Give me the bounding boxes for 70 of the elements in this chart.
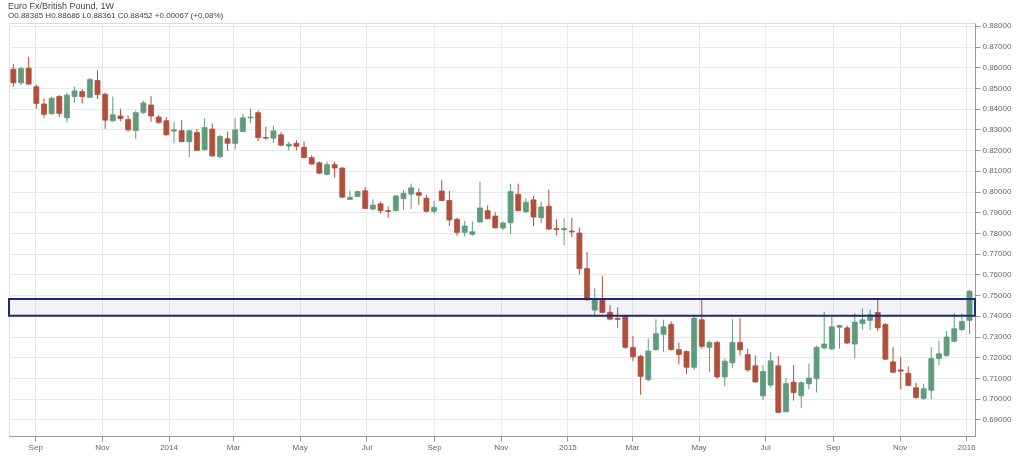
x-tick-label: 2016 [957, 442, 977, 452]
x-tick-label: 2014 [160, 442, 179, 452]
y-tick-label: 0.85000 [982, 83, 1012, 93]
x-tick-label: Nov [494, 442, 509, 452]
y-tick-label: 0.77000 [982, 249, 1012, 259]
y-tick-label: 0.73000 [982, 332, 1012, 342]
candlestick [958, 312, 965, 332]
x-tick-label: Mar [226, 442, 241, 452]
candlestick [148, 95, 154, 123]
y-tick-label: 0.87000 [982, 42, 1012, 52]
y-tick-label: 0.69000 [982, 414, 1012, 424]
x-tick-label: Nov [892, 442, 908, 452]
candlestick [737, 317, 743, 356]
y-tick-label: 0.86000 [982, 62, 1012, 72]
y-tick-label: 0.80000 [982, 187, 1012, 197]
candlestick [171, 121, 177, 144]
y-tick-label: 0.84000 [982, 104, 1012, 114]
candlestick [48, 96, 55, 116]
chart-subtitle: O0.88385 H0.88686 L0.88361 C0.88452 +0.00067 (+0.08%) [8, 10, 224, 20]
candlestick [18, 66, 24, 86]
x-tick-label: Jul [361, 442, 373, 452]
candlestick [25, 56, 32, 86]
candlestick [56, 94, 63, 118]
candlestick [538, 201, 545, 224]
x-tick-label: May [691, 442, 707, 452]
y-tick-label: 0.81000 [982, 166, 1012, 176]
x-tick-label: 2015 [559, 442, 578, 452]
candlestick [591, 287, 598, 316]
x-tick-label: Sep [427, 442, 443, 452]
y-tick-label: 0.88000 [982, 21, 1012, 31]
y-tick-label: 0.70000 [982, 394, 1012, 404]
candlestick [515, 183, 522, 212]
y-tick-label: 0.71000 [982, 373, 1012, 383]
candlestick [431, 200, 437, 215]
candlestick [706, 340, 713, 373]
candlestick [530, 195, 537, 227]
candlestick [798, 380, 805, 409]
candlestick [232, 117, 239, 151]
candlestick [41, 97, 47, 119]
candlestick [201, 117, 208, 151]
y-tick-label: 0.74000 [982, 311, 1012, 321]
y-tick-label: 0.82000 [982, 145, 1012, 155]
candlestick [477, 181, 483, 224]
y-tick-label: 0.78000 [982, 228, 1012, 238]
y-tick-label: 0.79000 [982, 207, 1012, 217]
y-tick-label: 0.76000 [982, 269, 1012, 279]
candlestick [890, 346, 896, 374]
candlestick [33, 84, 40, 110]
candlestick [86, 77, 93, 99]
candlestick [217, 134, 223, 159]
x-tick-label: May [292, 442, 308, 452]
candlestick [362, 186, 369, 210]
candlestick [897, 356, 904, 390]
x-tick-label: Jul [760, 442, 772, 452]
chart-title: Euro Fx/British Pound, 1W [8, 0, 115, 11]
x-tick-label: Nov [95, 442, 110, 452]
candlestick [369, 198, 376, 211]
x-tick-label: Mar [625, 442, 640, 452]
candlestick [186, 129, 193, 158]
x-tick-label: Sep [826, 442, 842, 452]
candlestick [224, 131, 231, 152]
candlestick [790, 364, 797, 402]
candlestick [347, 190, 353, 201]
candlestick [561, 218, 568, 246]
candlestick [10, 63, 17, 88]
x-tick-label: Sep [28, 442, 44, 452]
y-tick-label: 0.75000 [982, 290, 1012, 300]
y-tick-label: 0.72000 [982, 352, 1012, 362]
candlestick [109, 96, 116, 123]
y-tick-label: 0.83000 [982, 124, 1012, 134]
